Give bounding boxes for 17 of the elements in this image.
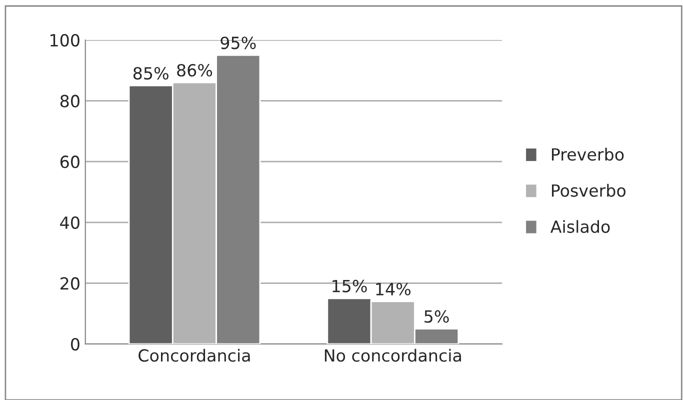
y-tick-label: 20: [60, 277, 80, 290]
legend-label: Preverbo: [552, 148, 624, 161]
y-tick-label: 80: [60, 94, 80, 108]
data-label: 14%: [376, 282, 410, 296]
legend-label: Aislado: [550, 220, 610, 233]
x-tick-label: Concordancia: [138, 348, 250, 362]
y-tick-label: 0: [71, 338, 80, 351]
y-tick-label: 60: [60, 156, 80, 168]
x-tick-label: No concordancia: [324, 348, 461, 362]
y-tick-label: 100: [50, 34, 80, 47]
data-label: 95%: [220, 36, 256, 50]
data-label: 85%: [133, 66, 168, 80]
legend-label: Posverbo: [552, 184, 626, 197]
data-label: 86%: [177, 64, 212, 77]
data-label: 15%: [332, 280, 367, 292]
y-tick-label: 40: [60, 216, 80, 229]
data-label: 5%: [424, 310, 449, 323]
